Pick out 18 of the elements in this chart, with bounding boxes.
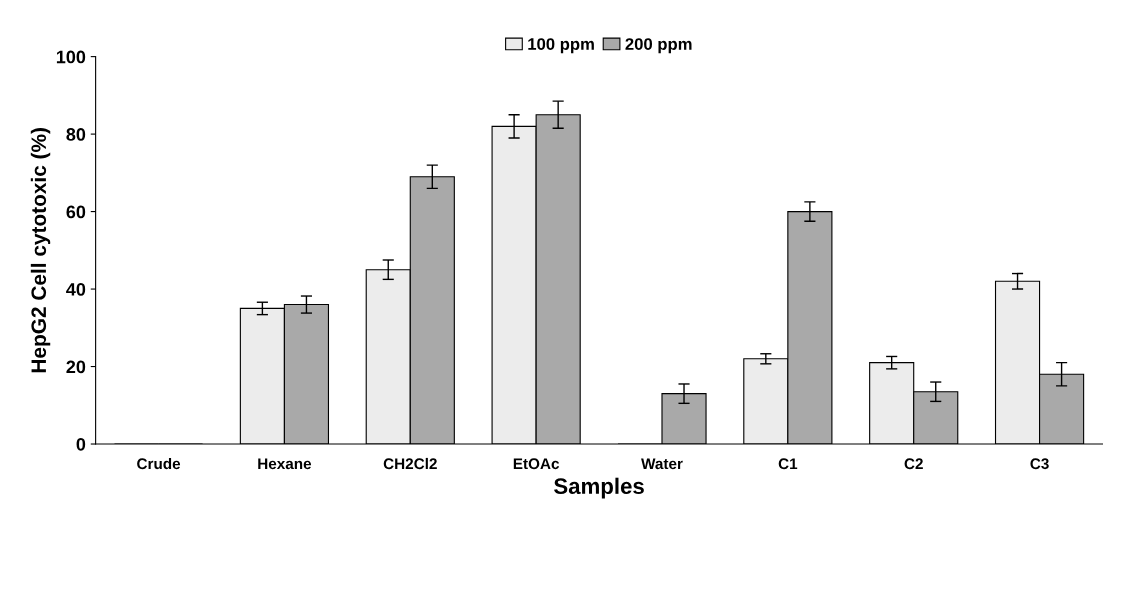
x-tick-label: Water — [641, 458, 683, 470]
y-tick-label: 40 — [66, 282, 86, 296]
legend-label: 100 ppm — [528, 38, 594, 54]
y-tick-label: 80 — [66, 128, 86, 141]
x-tick-label: CH2Cl2 — [383, 457, 437, 470]
y-tick-label: 0 — [76, 437, 86, 451]
x-tick-label: C3 — [1030, 458, 1049, 470]
x-tick-label: C2 — [904, 458, 923, 470]
y-axis-title: HepG2 Cell cytotoxic (%) — [30, 128, 51, 373]
legend-label: 200 ppm — [625, 38, 692, 54]
x-tick-label: C1 — [778, 458, 798, 470]
y-tick-label: 20 — [66, 360, 86, 374]
x-tick-label: EtOAc — [513, 458, 560, 470]
y-tick-label: 100 — [56, 50, 86, 64]
x-tick-label: Hexane — [258, 458, 312, 470]
x-tick-label: Crude — [137, 457, 181, 470]
x-axis-title: Samples — [554, 477, 644, 499]
y-tick-label: 60 — [66, 205, 86, 219]
